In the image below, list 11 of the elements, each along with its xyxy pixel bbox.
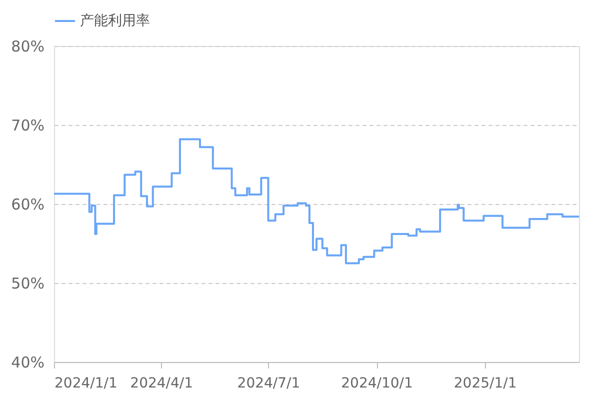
x-tick-label: 2024/10/1 [341, 376, 413, 392]
legend-label: 产能利用率 [80, 13, 150, 29]
y-tick-label: 50% [11, 274, 44, 292]
y-tick-label: 60% [11, 196, 44, 214]
y-tick-label: 80% [11, 38, 44, 56]
y-tick-label: 40% [11, 354, 44, 372]
y-tick-label: 70% [11, 116, 44, 134]
x-tick-label: 2025/1/1 [454, 376, 517, 392]
x-tick-label: 2024/4/1 [130, 376, 194, 392]
x-tick-label: 2024/7/1 [237, 376, 300, 392]
x-tick-label: 2024/1/1 [54, 376, 118, 392]
